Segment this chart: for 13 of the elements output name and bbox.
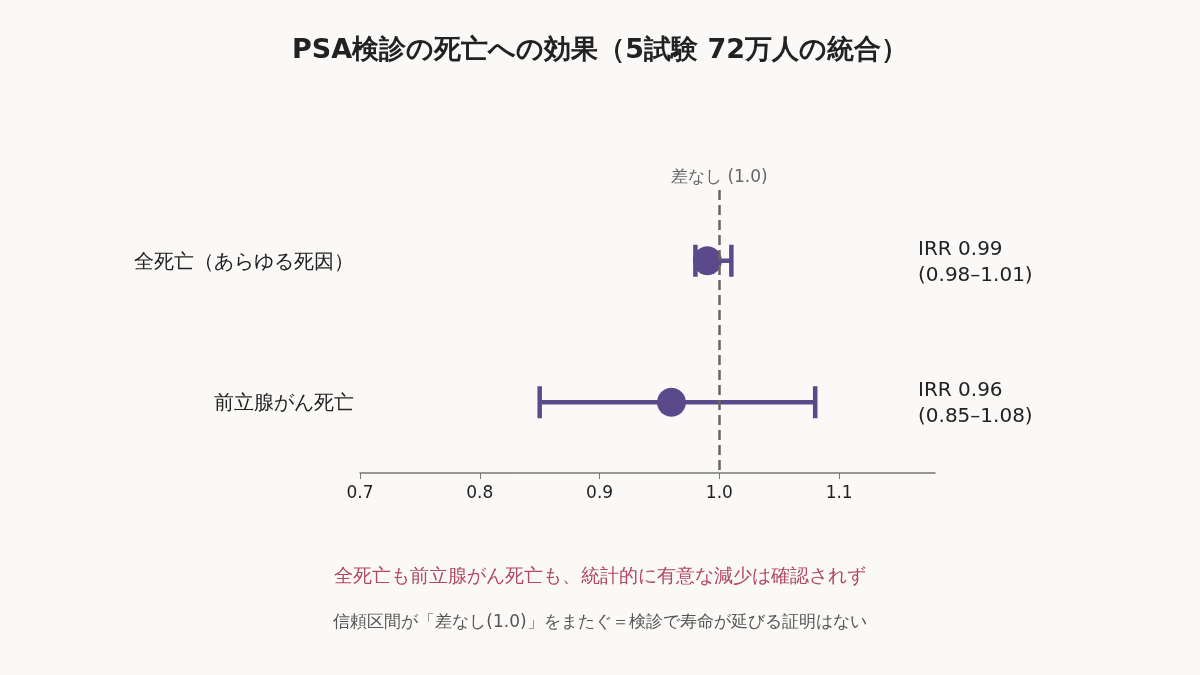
annotation: IRR 0.99 (0.98–1.01) bbox=[918, 235, 1033, 286]
annotation: IRR 0.96 (0.85–1.08) bbox=[918, 377, 1033, 428]
x-tick-label: 0.7 bbox=[346, 481, 374, 502]
text: 全死亡も前立腺がん死亡も、統計的に有意な減少は確認されず bbox=[334, 563, 866, 586]
x-tick-label: 1.0 bbox=[705, 481, 733, 502]
chart-title: PSA検診の死亡への効果（5試験 72万人の統合） bbox=[292, 33, 908, 64]
ref-line-label: 差なし (1.0) bbox=[671, 165, 768, 186]
text: 信頼区間が「差なし(1.0)」をまたぐ＝検診で寿命が延びる証明はない bbox=[333, 610, 867, 631]
y-tick-label: 全死亡（あらゆる死因） bbox=[134, 248, 354, 273]
x-tick-label: 1.1 bbox=[825, 481, 853, 502]
y-tick-label: 前立腺がん死亡 bbox=[214, 390, 354, 415]
x-tick-label: 0.9 bbox=[586, 481, 614, 502]
x-tick-label: 0.8 bbox=[466, 481, 494, 502]
